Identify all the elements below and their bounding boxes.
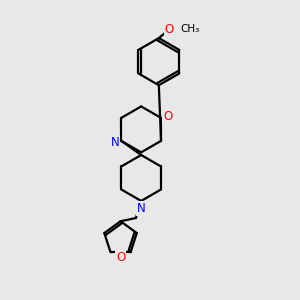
Text: O: O	[164, 23, 174, 36]
Text: O: O	[163, 110, 172, 123]
Text: O: O	[116, 251, 125, 264]
Text: CH₃: CH₃	[180, 24, 200, 34]
Text: N: N	[137, 202, 146, 215]
Text: N: N	[110, 136, 119, 149]
